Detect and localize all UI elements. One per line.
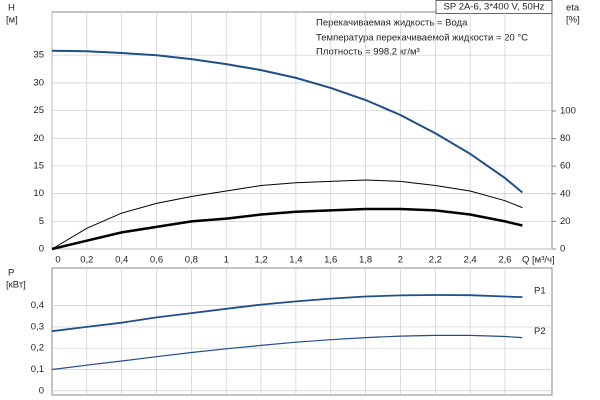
y-tick-label: 0,3 (31, 321, 44, 332)
y-axis-unit: [м] (6, 15, 18, 26)
y-axis-label: P (8, 268, 14, 279)
y-axis-unit: [кВт] (6, 280, 26, 291)
info-box (435, 0, 553, 14)
x-axis-label: Q [м³/ч] (522, 255, 555, 266)
y2-axis-label: eta (566, 3, 580, 14)
y-tick-label: 10 (33, 188, 44, 199)
curve (51, 49, 524, 194)
x-tick-label: 1,6 (324, 255, 337, 266)
x-tick-label: 0,2 (80, 255, 93, 266)
y-tick-label: 0,2 (31, 343, 44, 354)
curve (51, 294, 523, 333)
x-tick-label: 0,4 (115, 255, 128, 266)
y-tick-label: 20 (33, 133, 44, 144)
y-tick-label: 15 (33, 160, 44, 171)
x-tick-label: 2 (398, 255, 403, 266)
y-tick-label: 0 (39, 244, 44, 255)
x-tick-label: 2,4 (464, 255, 477, 266)
x-tick-label: 1 (224, 255, 229, 266)
legend-label: P2 (534, 326, 546, 337)
curve (51, 179, 523, 250)
y2-tick-label: 60 (560, 161, 571, 172)
y-tick-label: 30 (33, 77, 44, 88)
annotation: Температура перекачиваемой жидкости = 20… (316, 33, 528, 44)
y-tick-label: 25 (33, 105, 44, 116)
x-tick-label: 1,2 (254, 255, 267, 266)
x-tick-label: 0,8 (185, 255, 198, 266)
info-box-text: SP 2A-6, 3*400 V, 50Hz (444, 2, 545, 13)
y-axis-label: H (8, 3, 15, 14)
upper-plot-frame (51, 11, 553, 250)
lower-plot-frame (51, 267, 553, 396)
y-tick-label: 0,1 (31, 364, 44, 375)
x-tick-label: 2,2 (429, 255, 442, 266)
y2-axis-unit: [%] (566, 15, 580, 26)
y2-tick-label: 100 (560, 105, 576, 116)
y2-tick-label: 80 (560, 133, 571, 144)
x-tick-label: 1,8 (359, 255, 372, 266)
y-tick-label: 5 (39, 216, 44, 227)
annotation: Перекачиваемая жидкость = Вода (316, 18, 468, 29)
x-tick-label: 1,4 (289, 255, 302, 266)
y2-tick-label: 40 (560, 188, 571, 199)
y-tick-label: 0 (39, 385, 44, 396)
y2-tick-label: 20 (560, 216, 571, 227)
x-tick-label: 0,6 (150, 255, 163, 266)
curve (51, 334, 523, 371)
y2-tick-label: 0 (560, 244, 565, 255)
annotation: Плотность = 998.2 кг/м³ (316, 47, 420, 58)
x-tick-label: 2,6 (498, 255, 511, 266)
y-tick-label: 35 (33, 50, 44, 61)
y-tick-label: 0,4 (31, 300, 44, 311)
curve (51, 207, 523, 251)
legend-label: P1 (534, 286, 546, 297)
x-tick-label: 0 (55, 255, 60, 266)
